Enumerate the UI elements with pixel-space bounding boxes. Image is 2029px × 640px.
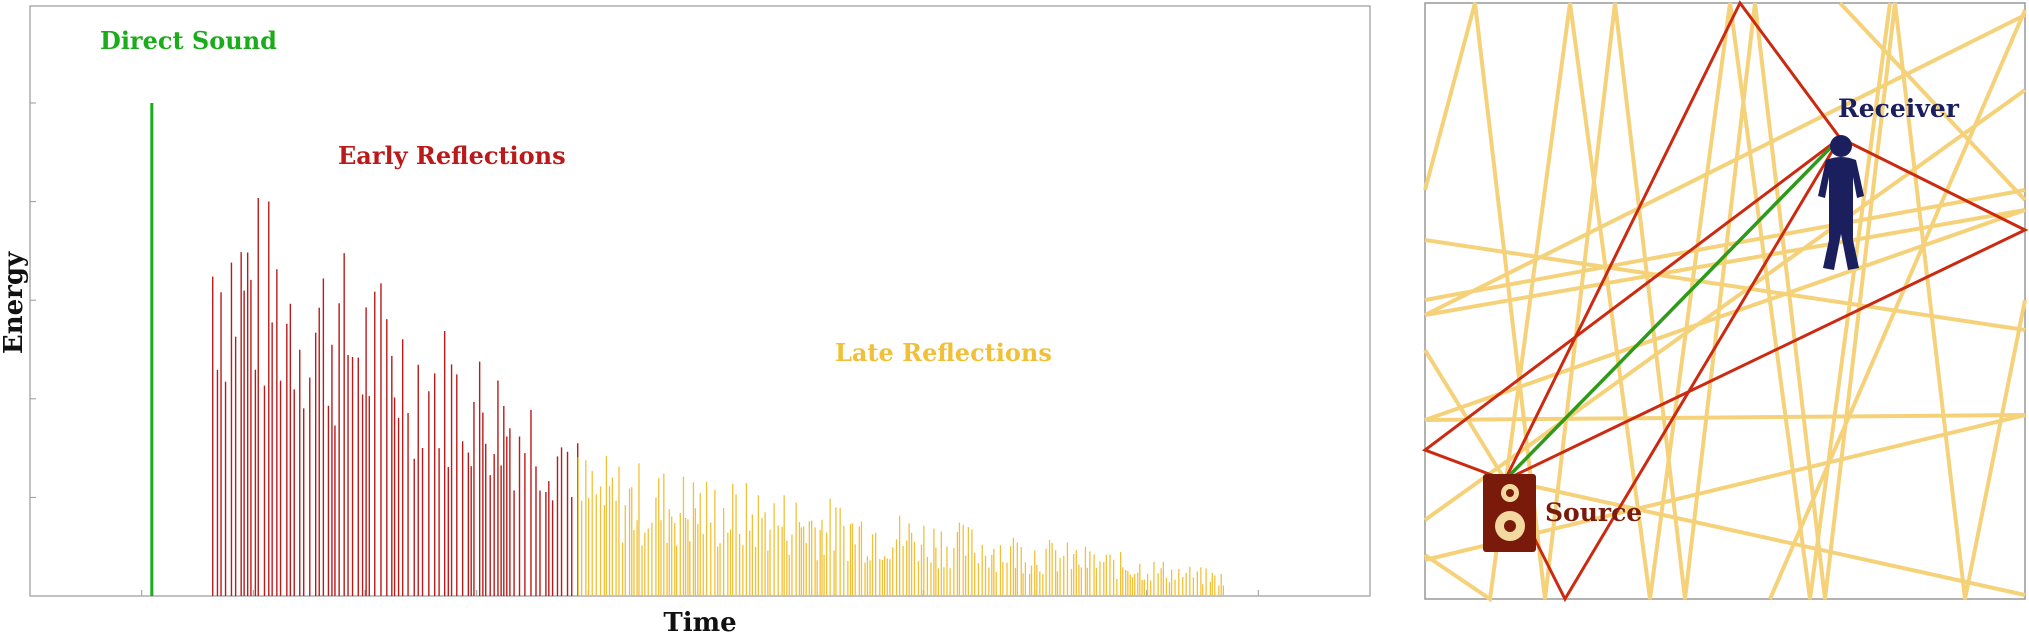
receiver-person-icon: [1818, 135, 1864, 270]
early-reflection-rays: [1421, 0, 2029, 603]
energy-time-chart: Direct Sound Early Reflections Late Refl…: [0, 5, 1371, 638]
late-reflections-label: Late Reflections: [835, 338, 1052, 367]
chart-svg: Direct Sound Early Reflections Late Refl…: [0, 5, 1371, 638]
y-axis-label: Energy: [0, 251, 29, 354]
late-reflection-rays: [1423, 1, 2027, 603]
x-axis-label: Time: [663, 608, 736, 636]
impulse-bars: [150, 103, 1225, 596]
source-label: Source: [1545, 498, 1642, 527]
direct-sound-ray: [1503, 136, 1842, 482]
early-reflections-label: Early Reflections: [338, 141, 566, 170]
room-svg: Receiver Source: [1421, 0, 2029, 603]
receiver-label: Receiver: [1838, 94, 1960, 123]
source-speaker-icon: [1483, 474, 1536, 552]
direct-sound-label: Direct Sound: [100, 26, 277, 55]
room-diagram: Receiver Source: [1420, 0, 2029, 636]
